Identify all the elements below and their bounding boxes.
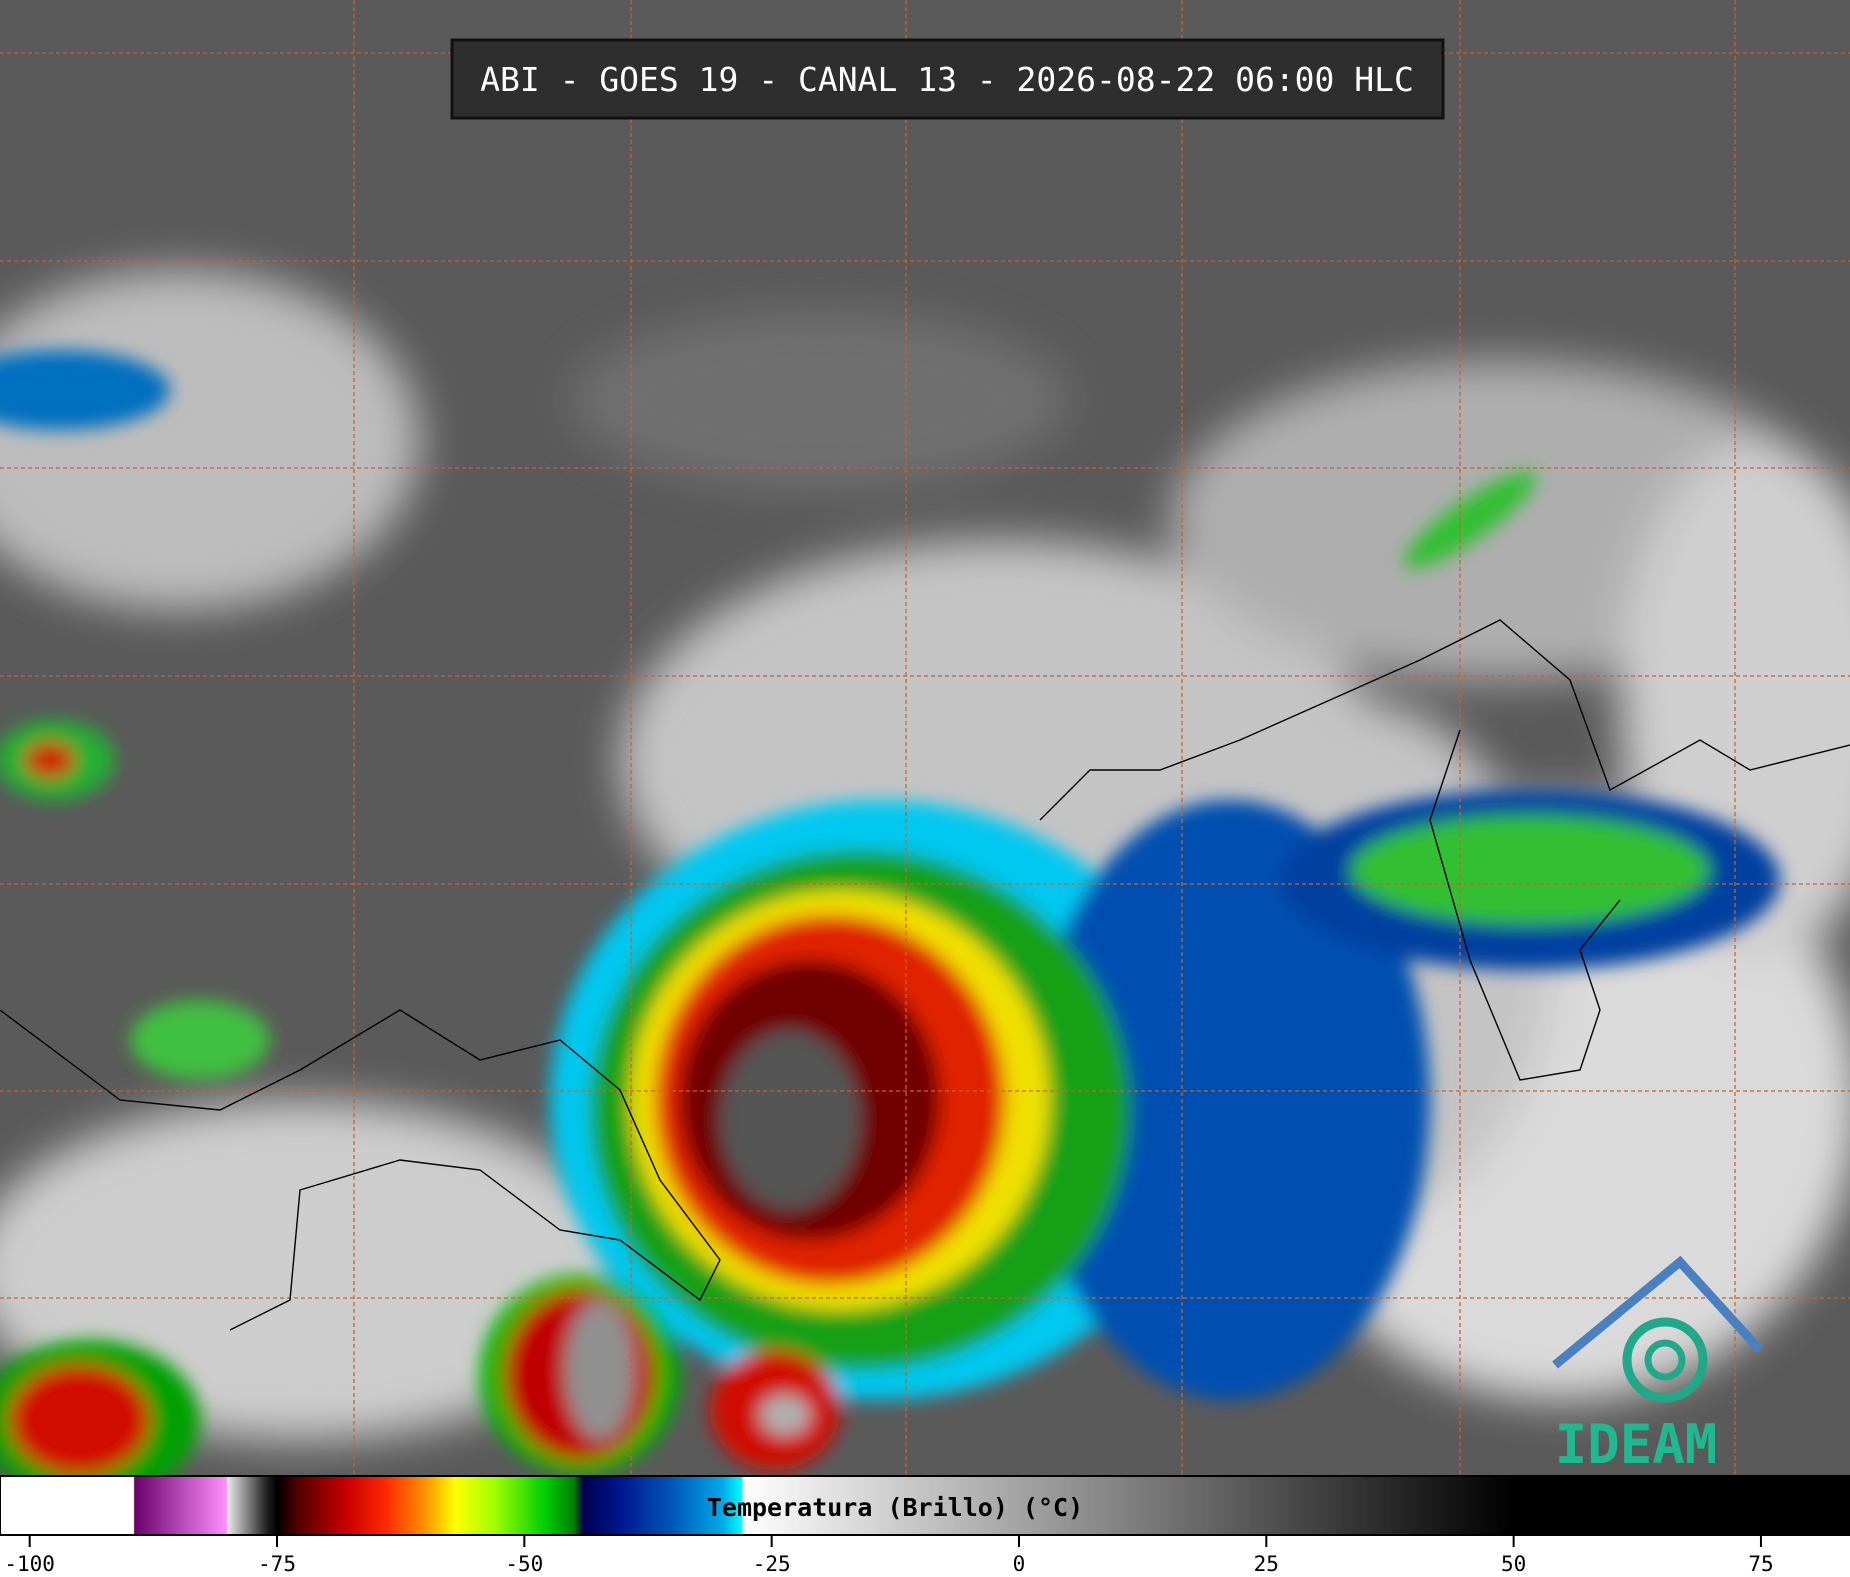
coastline: [0, 619, 1850, 1331]
graticule: [0, 0, 1850, 1476]
logo: IDEAM: [1552, 1255, 1764, 1476]
tick-label: -25: [753, 1552, 791, 1576]
tick-label: -100: [4, 1552, 55, 1576]
imagery: [0, 0, 1850, 1500]
colorbar: Temperatura (Brillo) (°C) -100 -75 -50 -25 0 2…: [0, 1475, 1850, 1577]
tick-label: -75: [258, 1552, 296, 1576]
logo-text: IDEAM: [1555, 1413, 1718, 1476]
tick-label: 25: [1254, 1552, 1279, 1576]
colorbar-label: Temperatura (Brillo) (°C): [707, 1493, 1083, 1522]
tick-label: 75: [1748, 1552, 1773, 1576]
title-box: ABI - GOES 19 - CANAL 13 - 2026-08-22 06…: [450, 38, 1445, 120]
tick-label: -50: [505, 1552, 543, 1576]
title: ABI - GOES 19 - CANAL 13 - 2026-08-22 06…: [480, 60, 1414, 99]
tick-label: 50: [1501, 1552, 1526, 1576]
tick-label: 0: [1013, 1552, 1026, 1576]
colorbar-scale: [0, 1475, 1850, 1536]
